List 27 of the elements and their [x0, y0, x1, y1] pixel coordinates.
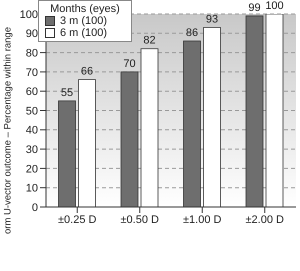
data-label: 70: [123, 58, 136, 70]
y-axis-title: orm U-vector outcome – Percentage within range: [2, 27, 14, 234]
x-tick-label: ±1.00 D: [183, 214, 222, 226]
y-tick-label: 60: [26, 86, 38, 98]
x-tick-label: ±0.25 D: [58, 214, 97, 226]
y-tick-label: 0: [32, 202, 38, 214]
y-tick-label: 50: [26, 105, 38, 118]
data-label: 100: [265, 0, 284, 12]
data-label: 86: [186, 27, 198, 40]
legend-title: Months (eyes): [49, 3, 121, 15]
legend-label: 3 m (100): [60, 15, 108, 27]
y-tick-label: 40: [26, 124, 38, 137]
legend-label: 6 m (100): [60, 27, 108, 39]
y-tick-label: 80: [26, 48, 38, 60]
data-label: 55: [60, 86, 74, 99]
x-tick-label: ±2.00 D: [246, 214, 284, 226]
y-tick-label: 70: [26, 66, 38, 79]
data-label: 93: [206, 14, 218, 26]
data-label: 82: [143, 34, 156, 47]
y-tick-label: 30: [26, 144, 38, 156]
y-tick-label: 100: [20, 8, 38, 21]
y-tick-label: 90: [26, 28, 38, 40]
data-label: 66: [80, 66, 94, 78]
x-tick-label: ±0.50 D: [120, 214, 160, 226]
y-tick-label: 10: [26, 182, 38, 195]
data-label: 99: [248, 2, 261, 14]
y-tick-label: 20: [26, 163, 38, 176]
